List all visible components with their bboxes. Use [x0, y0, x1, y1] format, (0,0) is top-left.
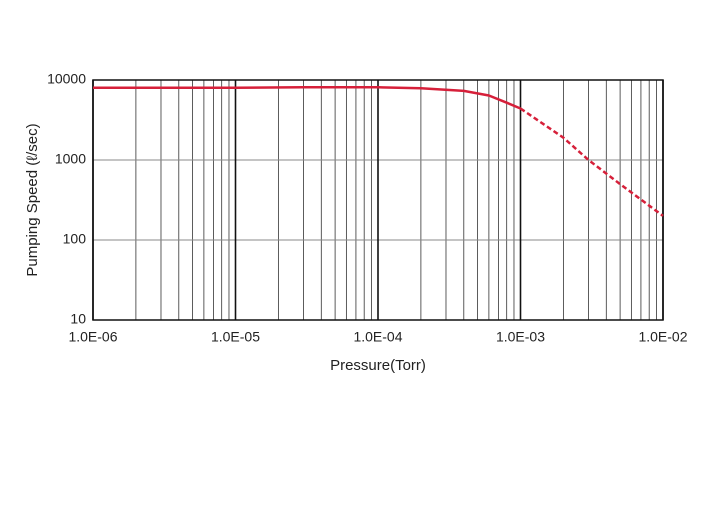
- y-tick-label: 10: [70, 311, 86, 327]
- x-axis-label: Pressure(Torr): [330, 357, 426, 374]
- data-line: [519, 107, 664, 217]
- x-tick-label: 1.0E-02: [638, 329, 687, 345]
- x-tick-label: 1.0E-05: [211, 329, 260, 345]
- y-tick-label: 1000: [55, 151, 86, 167]
- data-line: [93, 86, 521, 110]
- x-tick-label: 1.0E-04: [353, 329, 402, 345]
- x-tick-label: 1.0E-06: [68, 329, 117, 345]
- y-tick-label: 10000: [47, 71, 86, 87]
- y-tick-label: 100: [63, 231, 87, 247]
- plot-border: [92, 79, 664, 321]
- y-axis-label: Pumping Speed (ℓ/sec): [24, 123, 41, 276]
- x-tick-label: 1.0E-03: [496, 329, 545, 345]
